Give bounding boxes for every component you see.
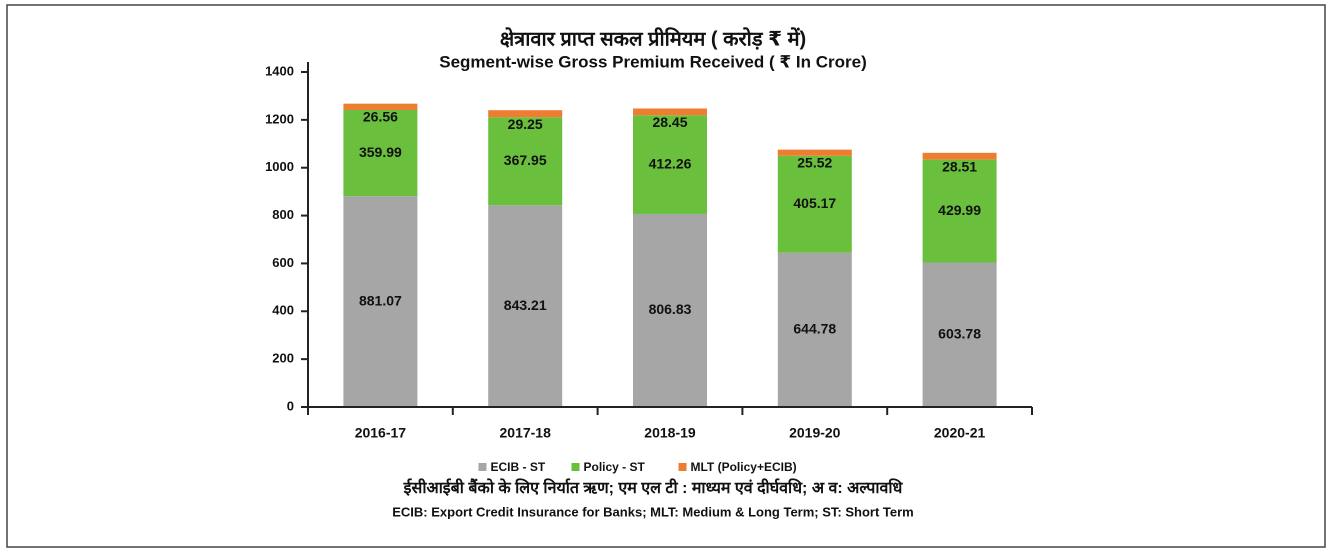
x-tick-label: 2017-18 — [500, 425, 552, 441]
data-label: 29.25 — [508, 116, 543, 132]
chart-subtitle: Segment-wise Gross Premium Received ( ₹ … — [439, 52, 867, 71]
legend-swatch — [571, 463, 580, 471]
data-label: 843.21 — [504, 297, 547, 313]
x-tick-label: 2018-19 — [644, 425, 696, 441]
bar-segment — [922, 152, 997, 160]
bar-segment — [343, 103, 418, 111]
x-tick-label: 2019-20 — [789, 425, 841, 441]
y-tick-label: 0 — [287, 398, 294, 413]
y-tick-label: 1400 — [265, 63, 294, 78]
bar-segment — [777, 149, 852, 156]
x-tick-label: 2020-21 — [934, 425, 986, 441]
data-label: 806.83 — [649, 301, 692, 317]
bar-segment — [777, 155, 852, 253]
note: ईसीआईबी बैंको के लिए निर्यात ऋण; एम एल ट… — [403, 478, 904, 497]
bar-segment — [343, 196, 418, 407]
data-label: 28.45 — [652, 114, 687, 130]
data-label: 25.52 — [797, 154, 832, 170]
legend-swatch — [678, 463, 687, 471]
bar-segment — [777, 252, 852, 407]
legend-swatch — [478, 463, 487, 471]
y-tick-label: 800 — [272, 207, 294, 222]
data-label: 367.95 — [504, 152, 547, 168]
legend-label: Policy - ST — [584, 460, 646, 474]
y-tick-label: 200 — [272, 351, 294, 366]
bar-segment — [488, 117, 563, 206]
y-tick-label: 1000 — [265, 159, 294, 174]
bar-segment — [633, 115, 707, 214]
bar-segment — [633, 213, 707, 407]
legend-label: ECIB - ST — [491, 460, 546, 474]
note: ECIB: Export Credit Insurance for Banks;… — [392, 504, 913, 519]
bar-segment — [633, 108, 707, 116]
legend-label: MLT (Policy+ECIB) — [691, 460, 797, 474]
data-label: 28.51 — [942, 158, 977, 174]
chart-title: क्षेत्रावार प्राप्त सकल प्रीमियम ( करोड़… — [500, 26, 806, 50]
data-label: 405.17 — [793, 195, 836, 211]
y-tick-label: 400 — [272, 303, 294, 318]
bar-segment — [922, 262, 997, 407]
bar-segment — [488, 205, 563, 407]
x-tick-label: 2016-17 — [355, 425, 407, 441]
data-label: 412.26 — [649, 155, 692, 171]
data-label: 603.78 — [938, 325, 981, 341]
data-label: 429.99 — [938, 202, 981, 218]
y-tick-label: 1200 — [265, 111, 294, 126]
data-label: 359.99 — [359, 144, 402, 160]
y-tick-label: 600 — [272, 255, 294, 270]
bar-segment — [488, 110, 563, 118]
data-label: 26.56 — [363, 109, 398, 125]
bar-segment — [343, 110, 418, 197]
data-label: 881.07 — [359, 292, 402, 308]
bar-segment — [922, 159, 997, 263]
data-label: 644.78 — [793, 321, 836, 337]
